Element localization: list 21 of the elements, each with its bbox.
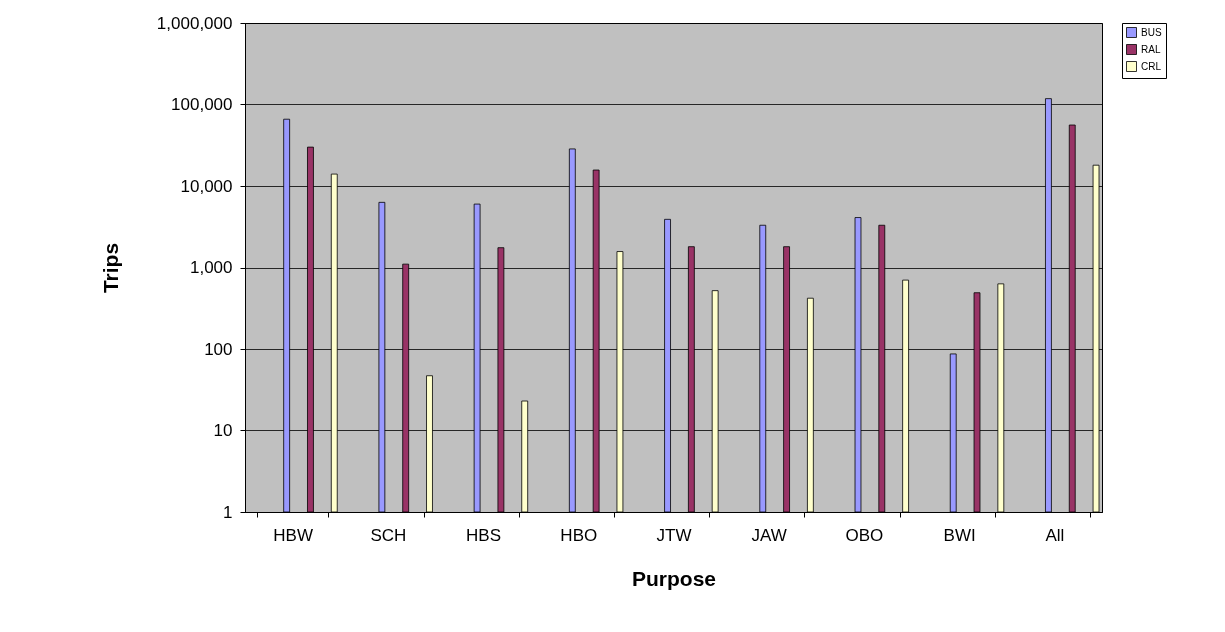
x-tick-label: HBW <box>273 525 313 545</box>
y-tick-label: 1,000 <box>189 258 233 277</box>
x-tick-label: JAW <box>751 525 787 545</box>
legend-label: BUS <box>1141 26 1162 38</box>
legend-label: CRL <box>1141 60 1162 72</box>
y-tick-label: 10 <box>213 421 233 440</box>
y-tick-label: 100,000 <box>171 95 233 114</box>
x-tick-label: JTW <box>656 525 692 545</box>
y-axis-title: Trips <box>98 242 122 294</box>
x-tick-label: All <box>1045 525 1065 545</box>
y-tick-label: 10,000 <box>180 176 233 196</box>
legend-label: RAL <box>1141 43 1161 55</box>
x-tick-label: OBO <box>845 525 884 545</box>
x-tick-label: BWI <box>943 525 976 545</box>
x-tick-label: SCH <box>370 525 407 545</box>
y-tick-label: 1,000,000 <box>156 13 233 33</box>
x-axis-title: Purpose <box>631 566 717 590</box>
y-tick-label: 1 <box>223 502 233 522</box>
y-tick-label: 100 <box>204 339 233 359</box>
x-tick-label: HBO <box>560 525 598 545</box>
x-tick-label: HBS <box>466 525 502 545</box>
